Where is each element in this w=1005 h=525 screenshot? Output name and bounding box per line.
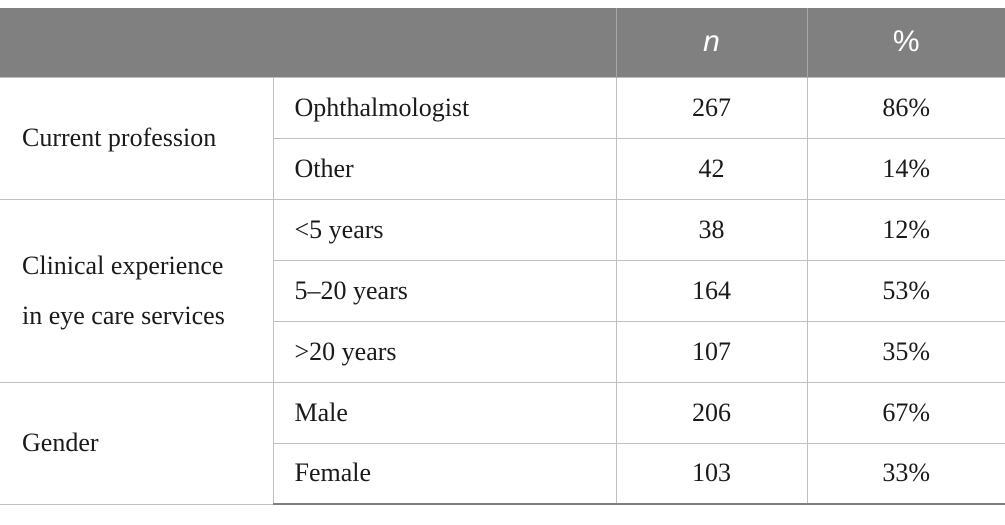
group-label-gender: Gender: [0, 381, 274, 505]
n-cell: 267: [615, 76, 808, 139]
header-n: n: [615, 8, 807, 77]
group-label-line: Clinical experience: [22, 250, 224, 280]
category-cell: <5 years: [272, 198, 617, 261]
n-cell: 38: [615, 198, 808, 261]
percent-cell: 14%: [806, 137, 1005, 200]
n-cell: 107: [615, 320, 808, 383]
table-row: Clinical experience in eye care services…: [0, 198, 1005, 383]
n-cell: 103: [615, 442, 808, 505]
percent-cell: 33%: [806, 442, 1005, 505]
category-cell: 5–20 years: [273, 259, 617, 322]
table-row: Other 42 14%: [0, 137, 1005, 200]
header-percent: %: [806, 8, 1005, 77]
table-row: Female 103 33%: [0, 442, 1005, 505]
header-category: [0, 8, 616, 77]
category-cell: Male: [272, 381, 617, 444]
percent-cell: 67%: [806, 381, 1005, 444]
category-cell: Ophthalmologist: [272, 76, 617, 139]
table-row: Gender Male 206 67%: [0, 381, 1005, 505]
table-row: 5–20 years 164 53%: [0, 259, 1005, 322]
percent-cell: 53%: [806, 259, 1005, 322]
header-row: n %: [0, 8, 1005, 77]
table-row: >20 years 107 35%: [0, 320, 1005, 383]
n-cell: 42: [615, 137, 808, 200]
n-cell: 164: [615, 259, 808, 322]
percent-cell: 12%: [806, 198, 1005, 261]
group-label-clinical-experience: Clinical experience in eye care services: [0, 198, 274, 383]
percent-cell: 86%: [806, 76, 1005, 139]
category-cell: >20 years: [273, 320, 617, 383]
table-row: Current profession Ophthalmologist 267 8…: [0, 76, 1005, 200]
category-cell: Female: [273, 442, 617, 505]
group-label-line: in eye care services: [22, 300, 225, 330]
n-cell: 206: [615, 381, 808, 444]
demographics-table: n % Current profession Ophthalmologist 2…: [0, 8, 1005, 505]
percent-cell: 35%: [806, 320, 1005, 383]
group-label-current-profession: Current profession: [0, 76, 274, 200]
category-cell: Other: [273, 137, 617, 200]
